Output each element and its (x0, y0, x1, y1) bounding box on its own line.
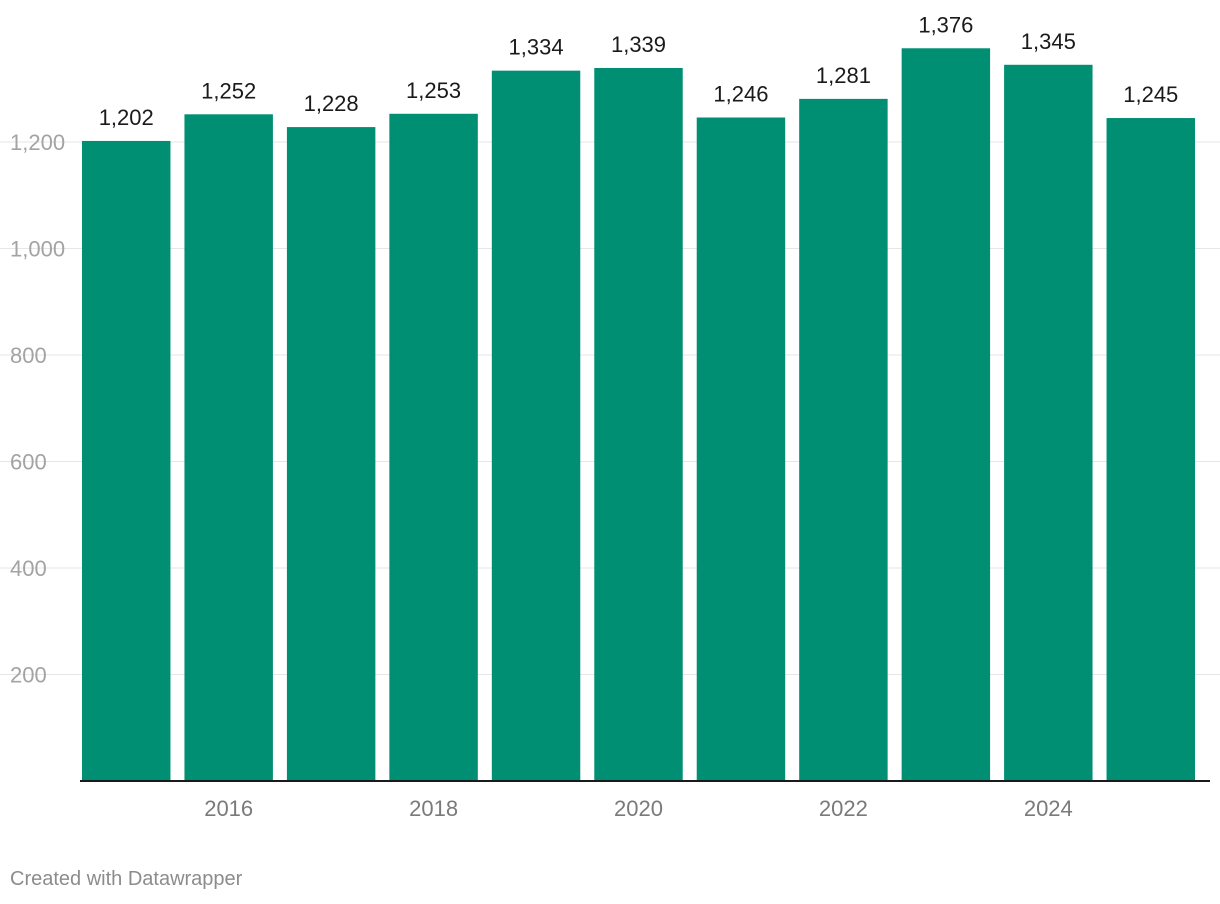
bar-2021 (696, 117, 786, 781)
y-tick-label: 200 (10, 663, 47, 688)
y-tick-label: 1,000 (10, 237, 65, 262)
data-label-2024: 1,345 (1021, 29, 1076, 54)
bar-2016 (184, 114, 273, 781)
data-label-2023: 1,376 (918, 12, 973, 37)
bar-2025 (1106, 118, 1195, 782)
bar-2018 (389, 113, 478, 782)
bar-2019 (491, 70, 581, 781)
bar-2015 (82, 140, 171, 781)
data-label-2021: 1,246 (713, 82, 768, 107)
bar-2022 (799, 98, 888, 782)
bar-2023 (901, 48, 991, 781)
x-tick-label: 2020 (614, 796, 663, 821)
x-tick-label: 2024 (1024, 796, 1073, 821)
data-label-2018: 1,253 (406, 78, 461, 103)
y-axis-ticks: 200 400 600 800 1,000 1,200 (10, 130, 65, 688)
data-label-2017: 1,228 (304, 91, 359, 116)
data-label-2025: 1,245 (1123, 82, 1178, 107)
x-tick-label: 2022 (819, 796, 868, 821)
x-tick-label: 2016 (204, 796, 253, 821)
x-axis-ticks: 2016 2018 2020 2022 2024 (204, 796, 1073, 821)
y-tick-label: 600 (10, 450, 47, 475)
data-label-2020: 1,339 (611, 32, 666, 57)
bar-2017 (286, 127, 376, 782)
data-label-2019: 1,334 (509, 35, 564, 60)
data-label-2022: 1,281 (816, 63, 871, 88)
data-label-2016: 1,252 (201, 78, 256, 103)
credit-text: Created with Datawrapper (10, 868, 243, 890)
bar-2020 (594, 67, 683, 782)
x-tick-label: 2018 (409, 796, 458, 821)
bar-2024 (1004, 64, 1093, 782)
y-tick-label: 800 (10, 343, 47, 368)
y-tick-label: 400 (10, 556, 47, 581)
data-labels: 1,202 1,252 1,228 1,253 1,334 1,339 1,246 1,281… (99, 12, 1179, 130)
y-tick-label: 1,200 (10, 130, 65, 155)
bars (82, 48, 1195, 782)
data-label-2015: 1,202 (99, 105, 154, 130)
